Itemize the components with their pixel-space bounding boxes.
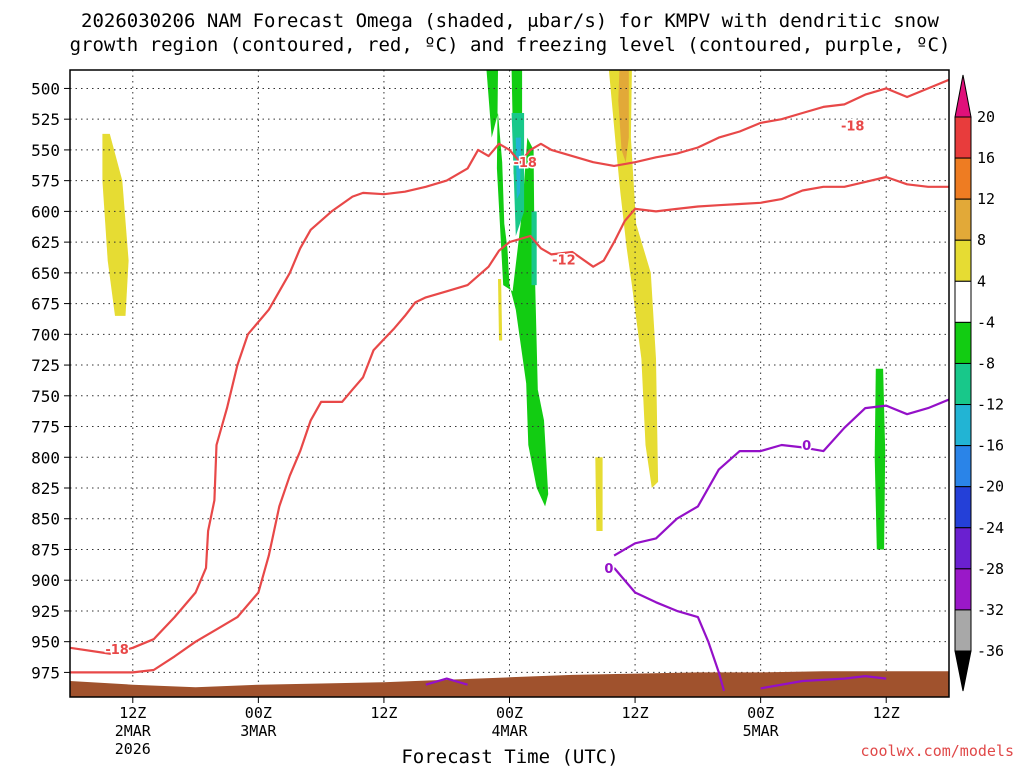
omega-region--12-6: [515, 137, 521, 200]
colorbar-band-8: [954, 445, 972, 488]
colorbar-band-6: [954, 362, 972, 406]
plot-border: [69, 69, 950, 698]
plot-clip-group: [70, 70, 949, 697]
y-tick-label-950: 950: [31, 633, 60, 652]
x-tick-label-3: 00Z: [496, 704, 523, 722]
y-tick-label-600: 600: [31, 202, 60, 221]
colorbar-band-11: [954, 568, 972, 611]
omega-region-4-7: [608, 70, 659, 488]
freezing-level-contour-low1: [425, 677, 468, 686]
x-tick-label-2: 12Z: [370, 704, 397, 722]
y-tick-label-750: 750: [31, 387, 60, 406]
y-tick-label-650: 650: [31, 264, 60, 283]
y-tick-label-850: 850: [31, 510, 60, 529]
colorbar-label-12: -32: [977, 601, 1004, 619]
colorbar-band-5: [954, 321, 972, 364]
chart-title-line2: growth region (contoured, red, ºC) and f…: [70, 34, 951, 56]
y-tick-label-625: 625: [31, 233, 60, 252]
y-tick-label-900: 900: [31, 571, 60, 590]
y-tick-label-800: 800: [31, 448, 60, 467]
freezing-level-label-2: 0: [604, 562, 613, 577]
colorbar-bottom-arrow: [954, 650, 972, 692]
colorbar-top-arrow: [954, 74, 972, 118]
temp-contour-m18: [70, 78, 949, 656]
omega-region--4-2: [486, 70, 549, 507]
temp-contour-label-left: -18: [105, 643, 129, 658]
omega-region--4-10: [874, 368, 886, 550]
colorbar-label-7: -12: [977, 396, 1004, 414]
omega-region-8-8: [618, 70, 629, 163]
colorbar-label-1: 16: [977, 149, 995, 167]
temp-contour-label-1: -12: [552, 253, 576, 268]
omega-region-4-1: [498, 279, 503, 341]
colorbar-label-8: -16: [977, 437, 1004, 455]
y-tick-label-575: 575: [31, 172, 60, 191]
chart-title-line1: 2026030206 NAM Forecast Omega (shaded, μ…: [81, 10, 939, 32]
colorbar-band-12: [954, 609, 972, 652]
x-tick-label-4: 12Z: [622, 704, 649, 722]
source-credit: coolwx.com/models: [860, 742, 1014, 760]
y-tick-label-525: 525: [31, 110, 60, 129]
colorbar-label-13: -36: [977, 642, 1004, 660]
y-tick-label-925: 925: [31, 602, 60, 621]
omega-region--8-5: [531, 211, 537, 286]
x-tick-label-5: 00Z: [747, 704, 774, 722]
colorbar-label-11: -28: [977, 560, 1004, 578]
colorbar-band-7: [954, 404, 972, 447]
colorbar-label-10: -24: [977, 519, 1004, 537]
freezing-level-contour-low2: [613, 567, 726, 692]
colorbar-label-3: 8: [977, 231, 986, 249]
x-tick-label-0: 12Z: [119, 704, 146, 722]
terrain-fill: [70, 671, 949, 697]
colorbar-label-4: 4: [977, 272, 986, 290]
colorbar-band-4: [954, 280, 972, 323]
colorbar-label-0: 20: [977, 108, 995, 126]
omega-colorbar: 20 16 12 8 4 -4 -8 -12 -16 -20 -24 -28 -32 -36: [954, 74, 1004, 692]
colorbar-band-9: [954, 486, 972, 529]
colorbar-band-1: [954, 157, 972, 200]
temp-contour-label-0: -18: [841, 119, 865, 134]
colorbar-band-3: [954, 239, 972, 282]
x-tick-label-1: 00Z: [245, 704, 272, 722]
plot-area: 500 525 550 575 600 625 650 675 700 725 750 775 800 8…: [31, 69, 950, 758]
y-tick-label-675: 675: [31, 295, 60, 314]
y-tick-label-975: 975: [31, 663, 60, 682]
colorbar-label-6: -8: [977, 354, 995, 372]
colorbar-band-2: [954, 198, 972, 241]
y-tick-label-500: 500: [31, 79, 60, 98]
colorbar-label-5: -4: [977, 313, 995, 331]
colorbar-label-2: 12: [977, 190, 995, 208]
omega-region-4-9: [595, 457, 603, 531]
x-tick-year-0: 2026: [115, 740, 151, 758]
freezing-level-contour-low3: [760, 675, 887, 690]
freezing-level-label: 0: [802, 439, 811, 454]
x-axis-label: Forecast Time (UTC): [401, 746, 618, 768]
y-tick-label-550: 550: [31, 141, 60, 160]
x-tick-date-5: 5MAR: [743, 722, 780, 740]
y-tick-label-700: 700: [31, 325, 60, 344]
temp-contour-label-mid: -18: [513, 156, 537, 171]
colorbar-band-10: [954, 527, 972, 570]
x-tick-date-1: 3MAR: [240, 722, 277, 740]
colorbar-band-0: [954, 116, 972, 159]
x-tick-date-0: 2MAR: [115, 722, 152, 740]
y-tick-label-825: 825: [31, 479, 60, 498]
temp-contour-m12: [70, 175, 949, 674]
y-tick-label-775: 775: [31, 418, 60, 437]
y-tick-label-875: 875: [31, 540, 60, 559]
colorbar-label-9: -20: [977, 478, 1004, 496]
omega-region-4-0: [102, 133, 129, 316]
x-tick-date-3: 4MAR: [491, 722, 528, 740]
freezing-level-contour: [613, 398, 949, 557]
y-tick-label-725: 725: [31, 356, 60, 375]
x-tick-label-6: 12Z: [873, 704, 900, 722]
